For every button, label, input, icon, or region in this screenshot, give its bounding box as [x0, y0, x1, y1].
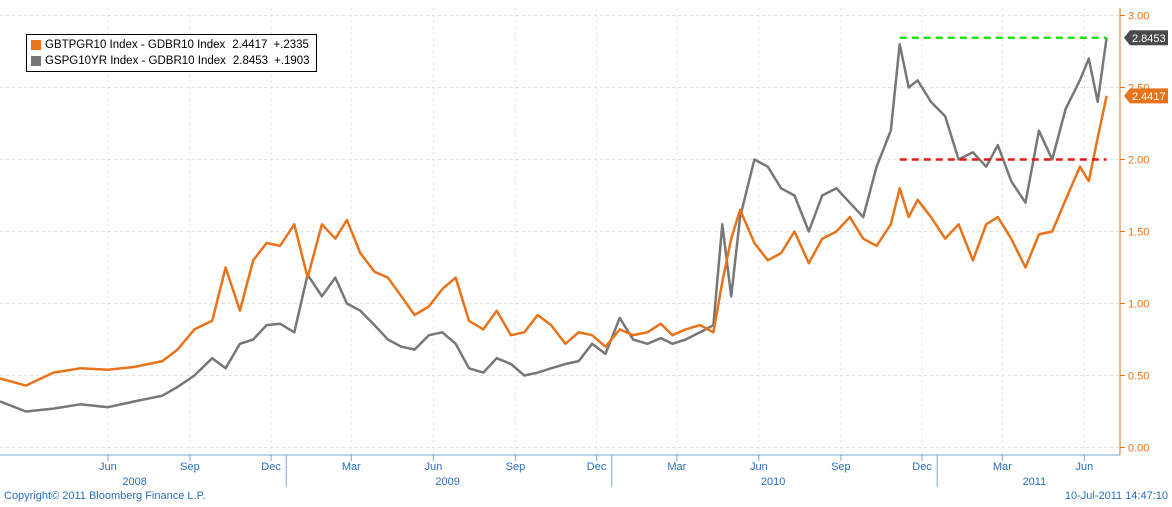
legend-series-name: GSPG10YR Index - GDBR10 Index: [45, 55, 226, 67]
x-axis-year-label: 2008: [122, 476, 146, 488]
x-axis-month-label: Jun: [1075, 461, 1093, 473]
x-axis-month-label: Dec: [261, 461, 281, 473]
legend-series-last: 2.4417: [232, 39, 268, 51]
x-axis-month-label: Mar: [667, 461, 686, 473]
x-axis-year-label: 2009: [435, 476, 459, 488]
y-axis-tick-label: 3.00: [1128, 11, 1149, 23]
x-axis-month-label: Sep: [506, 461, 526, 473]
legend-swatch-orange: [31, 40, 41, 50]
legend-series-last: 2.8453: [232, 55, 269, 67]
legend-series-change: +.2335: [273, 39, 309, 51]
x-axis-month-label: Jun: [750, 461, 768, 473]
x-axis-month-label: Jun: [425, 461, 443, 473]
legend-entry-gbtpgr10: GBTPGR10 Index - GDBR10 Index 2.4417 +.2…: [31, 37, 310, 53]
x-axis-month-label: Jun: [99, 461, 117, 473]
y-axis-tick-label: 0.50: [1128, 371, 1149, 383]
y-axis-tick-label: 0.00: [1128, 443, 1149, 455]
x-axis-month-label: Sep: [831, 461, 851, 473]
timestamp-text: 10-Jul-2011 14:47:10: [1064, 490, 1168, 502]
legend-swatch-gray: [31, 56, 41, 66]
legend-series-name: GBTPGR10 Index - GDBR10 Index: [45, 39, 226, 51]
y-axis-tick-label: 1.00: [1128, 299, 1149, 311]
value-tag-box: [1124, 88, 1168, 104]
value-tag-box: [1124, 30, 1168, 46]
legend-series-change: +.1903: [274, 55, 310, 67]
series-line-gspg10yr: [0, 37, 1108, 413]
x-axis-year-label: 2011: [1023, 476, 1047, 488]
legend-entry-gspg10yr: GSPG10YR Index - GDBR10 Index 2.8453 +.1…: [31, 53, 310, 69]
copyright-text: Copyright© 2011 Bloomberg Finance L.P.: [4, 490, 206, 502]
x-axis-year-label: 2010: [761, 476, 785, 488]
y-axis-tick-label: 2.00: [1128, 155, 1149, 167]
x-axis-month-label: Mar: [993, 461, 1012, 473]
y-axis-tick-label: 1.50: [1128, 227, 1149, 239]
value-tag-label: 2.8453: [1132, 33, 1166, 45]
x-axis-month-label: Mar: [342, 461, 361, 473]
chart-legend: GBTPGR10 Index - GDBR10 Index 2.4417 +.2…: [26, 34, 317, 72]
x-axis-month-label: Sep: [180, 461, 200, 473]
value-tag-label: 2.4417: [1132, 91, 1166, 103]
x-axis-month-label: Dec: [587, 461, 607, 473]
series-line-gbtpgr10: [0, 95, 1108, 387]
x-axis-month-label: Dec: [912, 461, 932, 473]
